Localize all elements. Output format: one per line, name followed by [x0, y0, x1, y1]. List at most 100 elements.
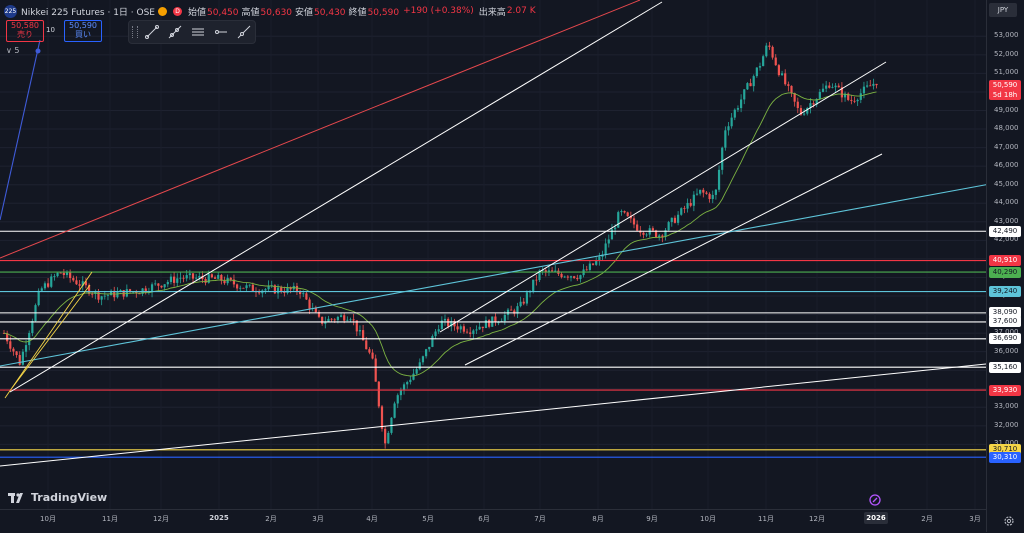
candle-body	[286, 287, 289, 294]
candle-body	[406, 382, 409, 385]
candle-body	[554, 270, 557, 272]
candle-body	[280, 287, 283, 292]
candle-body	[53, 276, 56, 277]
candle-body	[755, 67, 758, 77]
candle-body	[374, 358, 377, 382]
candle-body	[683, 208, 686, 210]
candle-body	[384, 428, 387, 444]
candle-body	[654, 230, 658, 238]
extended-line-icon[interactable]	[235, 23, 253, 41]
candle-body	[875, 83, 878, 86]
candle-body	[484, 320, 488, 329]
candle-body	[37, 290, 40, 306]
candle-body	[352, 319, 355, 321]
candle-body	[749, 83, 752, 87]
trend-line[interactable]	[4, 271, 93, 399]
delayed-data-icon[interactable]: D	[173, 6, 182, 16]
candle-body	[516, 306, 519, 314]
candle-body	[346, 319, 349, 321]
candle-body	[796, 101, 799, 109]
currency-selector[interactable]: JPY	[989, 3, 1017, 17]
candle-body	[72, 278, 75, 281]
candle-body	[418, 362, 421, 370]
tradingview-logo[interactable]: TradingView	[8, 491, 107, 504]
candle-body	[135, 291, 138, 294]
candle-body	[59, 272, 62, 274]
candle-body	[176, 278, 179, 283]
candle-body	[465, 331, 469, 333]
candle-body	[387, 432, 390, 444]
price-line-label: 36,690	[989, 333, 1021, 345]
trend-line[interactable]	[0, 39, 41, 221]
candle-body	[110, 290, 113, 296]
trend-line-icon[interactable]	[143, 23, 161, 41]
candle-body	[179, 277, 182, 279]
candle-body	[302, 293, 305, 295]
ray-icon[interactable]	[166, 23, 184, 41]
trend-line[interactable]	[439, 61, 887, 333]
candle-body	[289, 287, 292, 290]
candle-body	[210, 274, 213, 278]
time-tick: 11月	[758, 515, 774, 523]
candle-body	[566, 276, 569, 278]
time-tick: 10月	[700, 515, 716, 523]
time-axis[interactable]	[0, 509, 1024, 533]
candle-body	[245, 285, 248, 289]
candle-body	[40, 288, 43, 291]
candle-body	[579, 275, 582, 280]
candle-body	[591, 263, 595, 265]
drawing-lines[interactable]	[0, 0, 991, 467]
parallel-channel-icon[interactable]	[189, 23, 207, 41]
price-tick: 53,000	[994, 31, 1019, 40]
trend-line[interactable]	[0, 363, 987, 467]
trend-line[interactable]	[464, 153, 883, 366]
indicators-toggle[interactable]: ∨ 5	[6, 46, 20, 55]
trend-line[interactable]	[9, 1, 663, 393]
trend-line[interactable]	[0, 0, 641, 259]
candle-body	[150, 284, 154, 293]
candle-body	[333, 319, 336, 321]
line-anchor[interactable]	[35, 48, 41, 54]
candle-body	[75, 280, 78, 285]
candle-body	[828, 85, 831, 88]
candle-body	[809, 103, 812, 108]
candle-body	[569, 276, 573, 278]
candle-body	[721, 147, 724, 170]
candle-body	[488, 320, 491, 327]
symbol-logo[interactable]: 225	[4, 4, 17, 18]
price-tick: 51,000	[994, 68, 1019, 77]
trend-line[interactable]	[0, 183, 991, 367]
price-tick: 47,000	[994, 142, 1019, 151]
buy-button[interactable]: 50,590 買い	[64, 20, 102, 42]
candle-body	[560, 273, 563, 278]
gear-icon[interactable]	[1003, 515, 1015, 527]
time-tick: 3月	[969, 515, 981, 523]
candle-body	[251, 284, 254, 292]
candle-body	[276, 287, 280, 294]
candle-body	[472, 330, 475, 334]
symbol-title[interactable]: Nikkei 225 Futures · 1日 · OSE	[21, 7, 155, 18]
candle-body	[538, 270, 541, 281]
candle-body	[125, 289, 128, 297]
candle-body	[765, 45, 768, 57]
ohlc-label: 始値	[188, 7, 207, 18]
candle-body	[236, 284, 239, 289]
candle-body	[43, 283, 47, 289]
candle-body	[358, 330, 362, 332]
drag-handle-icon[interactable]	[131, 26, 138, 38]
candle-body	[195, 277, 198, 279]
replay-icon[interactable]	[869, 494, 881, 506]
candle-body	[784, 73, 787, 85]
candle-body	[645, 234, 648, 236]
candle-body	[547, 270, 551, 272]
candle-body	[31, 320, 34, 334]
candle-body	[677, 214, 680, 223]
candle-body	[428, 346, 431, 350]
candle-body	[295, 285, 299, 292]
sell-button[interactable]: 50,580 売り	[6, 20, 44, 42]
candle-body	[806, 107, 809, 114]
trend-line[interactable]	[11, 284, 91, 389]
horizontal-line-icon[interactable]	[212, 23, 230, 41]
candle-body	[173, 276, 176, 283]
